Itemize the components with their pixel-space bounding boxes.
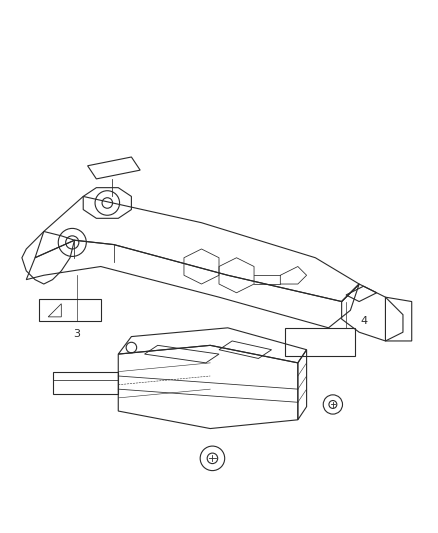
Text: 4: 4 [360, 316, 367, 326]
Text: 3: 3 [73, 329, 80, 340]
